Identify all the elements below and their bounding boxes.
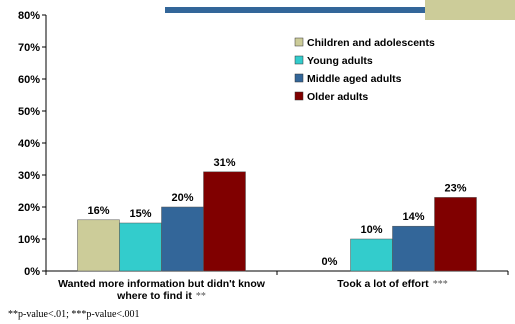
y-tick-label: 70% — [18, 42, 40, 54]
chart-legend: Children and adolescents Young adults Midd… — [294, 37, 435, 103]
bar — [203, 171, 246, 272]
y-tick-label: 0% — [24, 266, 40, 278]
legend-swatch — [294, 37, 304, 47]
y-tick-label: 10% — [18, 234, 40, 246]
bar — [119, 222, 162, 272]
bar-value-label: 0% — [322, 256, 338, 268]
bar-value-label: 14% — [402, 211, 424, 223]
y-tick-label: 30% — [18, 170, 40, 182]
legend-label: Middle aged adults — [307, 73, 402, 85]
y-tick-label: 40% — [18, 138, 40, 150]
y-tick-label: 50% — [18, 106, 40, 118]
significance-marker: ** — [196, 291, 206, 302]
bar-value-label: 23% — [444, 182, 466, 194]
y-tick-label: 20% — [18, 202, 40, 214]
bar — [350, 238, 393, 272]
legend-label: Older adults — [307, 91, 368, 103]
y-tick-label: 60% — [18, 74, 40, 86]
bar-value-label: 10% — [360, 224, 382, 236]
legend-swatch — [294, 55, 304, 65]
chart-bars: 16% 15% 20% 31% 0% 10% 14% 23% — [77, 157, 477, 272]
bar-value-label: 15% — [129, 208, 151, 220]
legend-swatch — [294, 91, 304, 101]
bar — [77, 219, 120, 272]
y-tick-label: 80% — [18, 10, 40, 22]
legend-label: Children and adolescents — [307, 37, 435, 49]
x-category-label: Took a lot of effort *** — [337, 278, 447, 290]
decorative-header-block — [425, 0, 515, 20]
x-category-label: Wanted more information but didn't know — [58, 278, 266, 290]
bar-value-label: 31% — [213, 157, 235, 169]
legend-label: Young adults — [307, 55, 373, 67]
significance-marker: *** — [433, 279, 448, 290]
bar-value-label: 16% — [87, 205, 109, 217]
chart-axes: 0% 10% 20% 30% 40% 50% 60% 70% 80% Wanted more in… — [18, 10, 509, 302]
footnote: **p-value<.01; ***p-value<.001 — [8, 309, 140, 320]
decorative-header-bar — [165, 7, 515, 13]
x-category-label: where to find it ** — [116, 290, 206, 302]
legend-swatch — [294, 73, 304, 83]
bar — [161, 206, 204, 272]
bar — [392, 225, 435, 272]
bar — [434, 197, 477, 272]
bar-value-label: 20% — [171, 192, 193, 204]
